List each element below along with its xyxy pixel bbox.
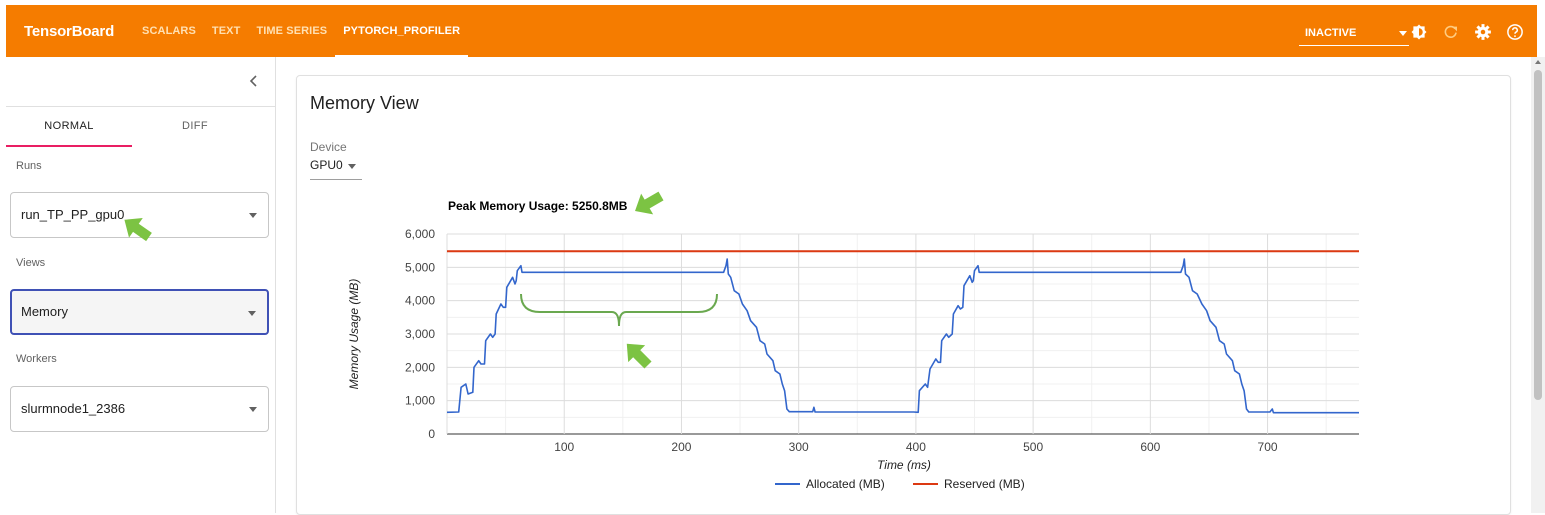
runs-select-value: run_TP_PP_gpu0 <box>21 207 125 222</box>
theme-toggle-icon[interactable] <box>1409 22 1429 42</box>
app-brand: TensorBoard <box>24 22 115 40</box>
active-tab-indicator <box>6 145 132 147</box>
chart-grid <box>447 233 1359 435</box>
main-content: Memory View Device GPU0 <box>277 57 1530 515</box>
status-select-value: INACTIVE <box>1305 27 1357 39</box>
x-tick-label: 100 <box>554 440 574 454</box>
workers-label: Workers <box>16 353 57 365</box>
status-select[interactable]: INACTIVE <box>1299 18 1409 46</box>
range-brace-annotation <box>520 293 718 327</box>
tab-normal[interactable]: NORMAL <box>44 120 94 132</box>
tab-diff[interactable]: DIFF <box>181 120 209 132</box>
chevron-down-icon <box>248 311 256 316</box>
workers-select[interactable]: slurmnode1_2386 <box>10 386 269 432</box>
device-label: Device <box>310 140 347 154</box>
scrollbar-thumb[interactable] <box>1534 70 1542 400</box>
y-tick-label: 5,000 <box>405 260 435 274</box>
help-icon[interactable] <box>1505 22 1525 42</box>
x-tick-label: 500 <box>1023 440 1043 454</box>
views-select[interactable]: Memory <box>10 289 269 335</box>
top-app-bar: TensorBoard SCALARS TEXT TIME SERIES PYT… <box>6 5 1537 57</box>
annotation-arrow-icon <box>626 343 652 369</box>
x-axis-label: Time (ms) <box>877 458 931 472</box>
tab-pytorch-profiler[interactable]: PYTORCH_PROFILER <box>335 5 469 57</box>
sidebar-divider <box>6 106 275 107</box>
y-tick-label: 4,000 <box>405 294 435 308</box>
peak-memory-label: Peak Memory Usage: 5250.8MB <box>448 199 628 213</box>
workers-select-value: slurmnode1_2386 <box>21 401 126 416</box>
x-tick-label: 400 <box>906 440 926 454</box>
x-tick-label: 600 <box>1140 440 1160 454</box>
chart-axes: 0 1,000 2,000 3,000 4,000 5,000 6,000 100 200 300… <box>405 227 1278 454</box>
chevron-down-icon <box>348 164 356 169</box>
views-label: Views <box>16 257 46 269</box>
y-tick-label: 1,000 <box>405 394 435 408</box>
annotation-arrow-icon <box>124 217 152 242</box>
device-select[interactable]: GPU0 <box>310 158 362 180</box>
collapse-sidebar-icon[interactable] <box>246 73 262 89</box>
page-title: Memory View <box>310 93 419 113</box>
y-tick-label: 3,000 <box>405 327 435 341</box>
device-select-value: GPU0 <box>310 158 343 172</box>
sidebar: NORMAL DIFF Runs run_TP_PP_gpu0 Views Me… <box>6 57 276 513</box>
chevron-down-icon <box>249 407 257 412</box>
annotation-layer <box>124 191 718 369</box>
tab-time-series[interactable]: TIME SERIES <box>256 25 328 37</box>
page-scrollbar[interactable] <box>1531 57 1545 513</box>
runs-select[interactable]: run_TP_PP_gpu0 <box>10 192 269 238</box>
chevron-down-icon <box>1399 31 1407 36</box>
y-tick-label: 0 <box>428 427 435 441</box>
runs-label: Runs <box>16 160 42 172</box>
chart-legend: Allocated (MB) Reserved (MB) <box>775 477 1025 491</box>
settings-icon[interactable] <box>1473 22 1493 42</box>
x-tick-label: 300 <box>789 440 809 454</box>
chevron-down-icon <box>249 213 257 218</box>
memory-view-card: Memory View Device GPU0 <box>296 75 1511 515</box>
scroll-up-icon[interactable] <box>1535 60 1541 64</box>
legend-label-reserved[interactable]: Reserved (MB) <box>944 477 1025 491</box>
y-axis-label: Memory Usage (MB) <box>347 279 361 390</box>
chart-series <box>446 250 1359 414</box>
legend-label-allocated[interactable]: Allocated (MB) <box>806 477 885 491</box>
series-line-allocated[interactable] <box>446 258 1359 414</box>
y-tick-label: 2,000 <box>405 360 435 374</box>
x-tick-label: 200 <box>671 440 691 454</box>
x-tick-label: 700 <box>1258 440 1278 454</box>
annotation-arrow-icon <box>635 191 664 215</box>
views-select-value: Memory <box>21 304 68 319</box>
tab-text[interactable]: TEXT <box>211 25 241 37</box>
y-tick-label: 6,000 <box>405 227 435 241</box>
reload-icon[interactable] <box>1441 22 1461 42</box>
tab-scalars[interactable]: SCALARS <box>142 25 196 37</box>
